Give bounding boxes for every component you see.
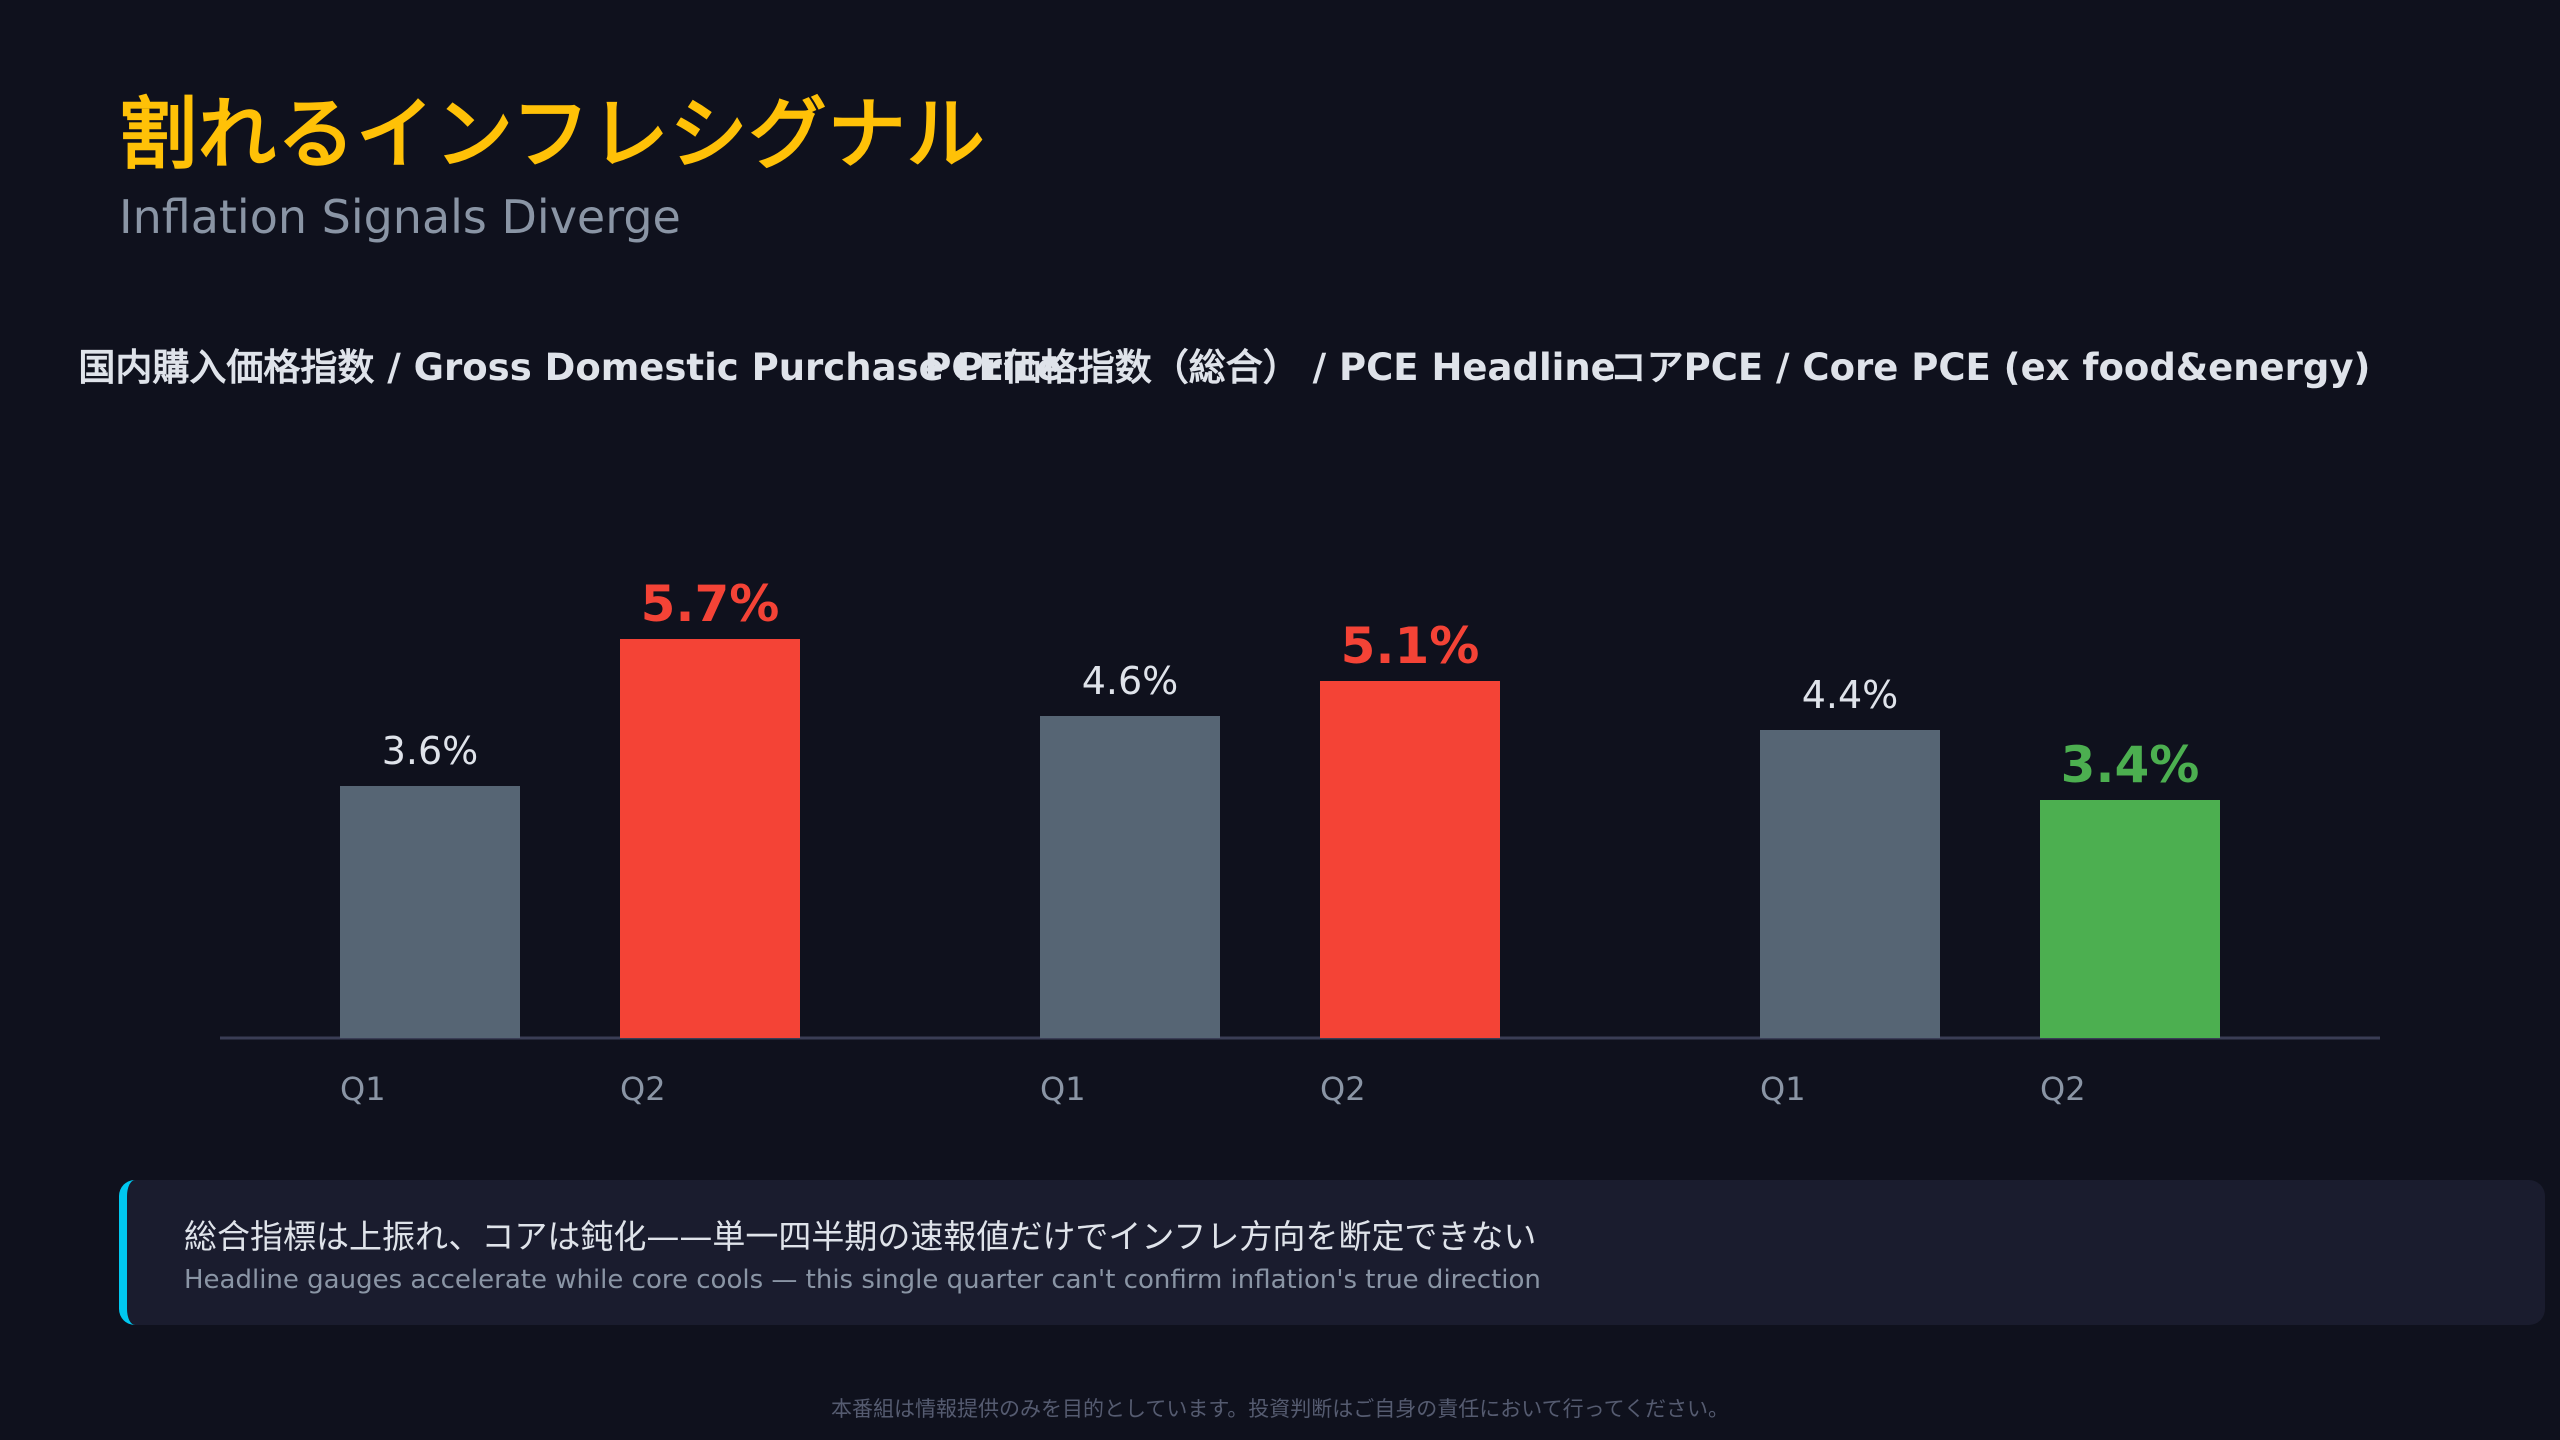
panel-title: PCE価格指数（総合） / PCE Headline [924, 346, 1616, 389]
panel-title: コアPCE / Core PCE (ex food&energy) [1610, 346, 2371, 389]
disclaimer: 本番組は情報提供のみを目的としています。投資判断はご自身の責任において行ってくだ… [831, 1397, 1729, 1421]
page-title: 割れるインフレシグナル [119, 90, 986, 180]
x-tick-label: Q1 [1040, 1070, 1086, 1108]
data-label: 3.4% [2061, 736, 2200, 794]
x-tick-label: Q1 [1760, 1070, 1806, 1108]
bar [1760, 730, 1940, 1038]
takeaway-callout: 総合指標は上振れ、コアは鈍化——単一四半期の速報値だけでインフレ方向を断定できな… [119, 1180, 2545, 1325]
callout-text-jp: 総合指標は上振れ、コアは鈍化——単一四半期の速報値だけでインフレ方向を断定できな… [184, 1217, 1537, 1256]
bar [1320, 681, 1500, 1038]
data-label: 4.4% [1802, 673, 1899, 717]
bar [340, 786, 520, 1038]
panel-title: 国内購入価格指数 / Gross Domestic Purchase Price [78, 346, 1061, 389]
bar [620, 639, 800, 1038]
x-tick-label: Q2 [2040, 1070, 2086, 1108]
data-label: 3.6% [382, 729, 479, 773]
callout-text-en: Headline gauges accelerate while core co… [184, 1265, 1541, 1295]
data-label: 5.7% [641, 575, 780, 633]
x-tick-label: Q1 [340, 1070, 386, 1108]
bar [2040, 800, 2220, 1038]
bar [1040, 716, 1220, 1038]
bar-chart-group: 国内購入価格指数 / Gross Domestic Purchase Price… [78, 346, 2380, 1108]
x-tick-label: Q2 [620, 1070, 666, 1108]
data-label: 5.1% [1341, 617, 1480, 675]
page-subtitle: Inflation Signals Diverge [119, 190, 681, 244]
data-label: 4.6% [1082, 659, 1179, 703]
x-tick-label: Q2 [1320, 1070, 1366, 1108]
